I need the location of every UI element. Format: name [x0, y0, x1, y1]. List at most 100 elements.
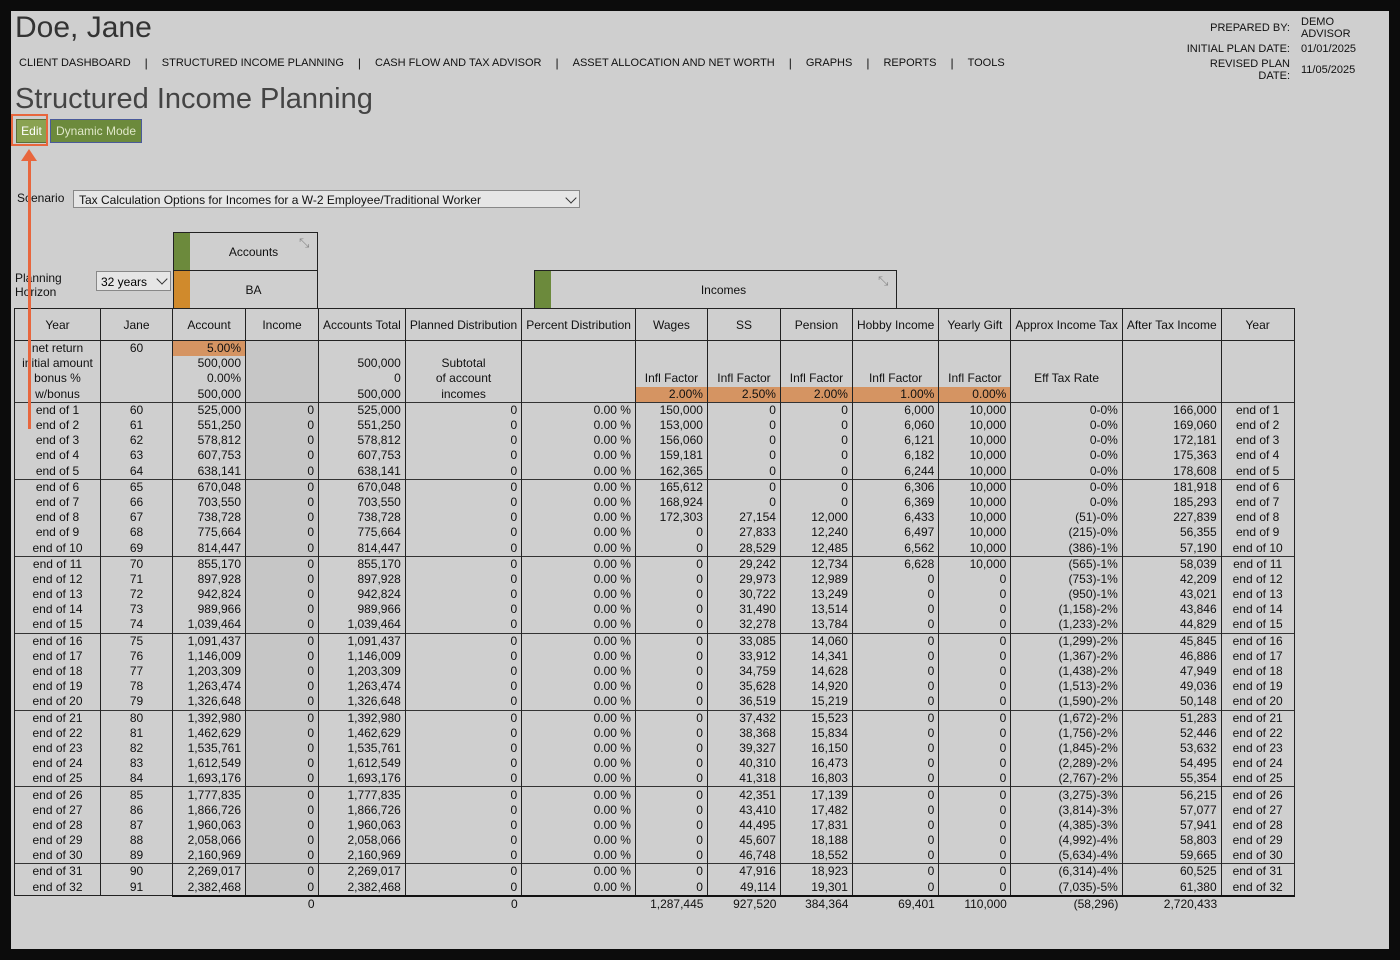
infl-factor-input-wages[interactable]: 2.00%	[634, 386, 708, 403]
cell-approx-income-tax: (3,814)-3%	[1010, 802, 1123, 818]
setup-row: w/bonus 500,000 500,000 incomes 2.00% 2.50% 2.…	[14, 386, 1295, 403]
percent-distribution-cell: 0.00%	[521, 833, 636, 849]
cell-approx-income-tax: (51)-0%	[1010, 510, 1123, 526]
cell-pension: 0	[779, 433, 853, 449]
cell-income: 0	[245, 632, 319, 649]
cell-year: end of 17	[14, 648, 101, 664]
cell-ss: 40,310	[706, 756, 781, 772]
nav-item-graphs[interactable]: GRAPHS	[805, 57, 853, 69]
infl-factor-input-hobby[interactable]: 1.00%	[851, 386, 940, 403]
cell-wages: 0	[634, 740, 708, 757]
cell-ss: 30,722	[706, 587, 781, 603]
percent-value: 0.00	[593, 617, 617, 632]
cell-year: end of 32	[1220, 879, 1295, 897]
col-header-hobby-income: Hobby Income	[851, 308, 940, 341]
percent-value: 0.00	[593, 756, 617, 771]
cell-jane: 80	[100, 709, 173, 726]
cell-ss: 37,432	[706, 709, 781, 726]
eff-tax-rate-label: Eff Tax Rate	[1010, 371, 1123, 387]
cell-approx-income-tax: (4,992)-4%	[1010, 833, 1123, 849]
infl-factor-input-gift[interactable]: 0.00%	[938, 386, 1012, 403]
cell-account: 1,326,648	[172, 694, 246, 710]
cell-hobby-income: 0	[851, 879, 940, 897]
percent-sign: %	[620, 556, 631, 571]
cell-yearly-gift: 10,000	[938, 448, 1012, 464]
nav-item-tools[interactable]: TOOLS	[967, 57, 1005, 69]
cell-yearly-gift: 0	[938, 848, 1012, 864]
infl-factor-value: 2.50	[741, 386, 766, 401]
cell-yearly-gift: 0	[938, 771, 1012, 787]
cell-wages: 0	[634, 879, 708, 897]
cell-approx-income-tax: (1,438)-2%	[1010, 663, 1123, 680]
setup-income	[245, 340, 319, 357]
cell-pension: 16,150	[779, 740, 853, 757]
cell-planned-distribution: 0	[404, 848, 523, 864]
nav-item-reports[interactable]: REPORTS	[883, 57, 937, 69]
dynamic-mode-button[interactable]: Dynamic Mode	[50, 119, 142, 143]
cell-after-tax-income: 178,608	[1121, 463, 1222, 480]
table-row: end of 11 70 855,170 0 855,170 0 0.00% 0 29,242 1…	[14, 555, 1295, 572]
infl-factor-input-ss[interactable]: 2.50%	[706, 386, 781, 403]
cell-jane: 73	[100, 602, 173, 618]
cell-ss: 31,490	[706, 602, 781, 618]
cell-year: end of 3	[14, 433, 101, 449]
cell-year: end of 29	[1220, 833, 1295, 849]
percent-distribution-cell: 0.00%	[521, 679, 636, 695]
cell-jane: 89	[100, 848, 173, 864]
net-return-input[interactable]: 5.00%	[172, 340, 246, 357]
percent-distribution-cell: 0.00%	[521, 401, 636, 418]
percent-value: 0.00	[593, 679, 617, 694]
cell-income: 0	[245, 679, 319, 695]
setup-jane	[100, 356, 173, 372]
cell-jane: 68	[100, 525, 173, 541]
cell-year: end of 16	[14, 632, 101, 649]
nav-item-asset-allocation-and-net-worth[interactable]: ASSET ALLOCATION AND NET WORTH	[572, 57, 775, 69]
cell-income: 0	[245, 587, 319, 603]
cell-accounts-total: 2,269,017	[318, 863, 406, 880]
cell-jane: 71	[100, 571, 173, 587]
cell-wages: 0	[634, 863, 708, 880]
collapse-icon[interactable]: ⤡	[299, 235, 310, 250]
cell-income: 0	[245, 463, 319, 480]
cell-income: 0	[245, 540, 319, 557]
scenario-select[interactable]: Tax Calculation Options for Incomes for …	[73, 190, 580, 208]
meta-value: DEMO ADVISOR	[1301, 15, 1351, 40]
setup-blank	[1121, 340, 1222, 357]
cell-income: 0	[245, 448, 319, 464]
cell-approx-income-tax: (1,672)-2%	[1010, 709, 1123, 726]
cell-yearly-gift: 10,000	[938, 525, 1012, 541]
total-blank	[101, 896, 173, 912]
percent-sign: %	[620, 602, 631, 617]
nav-item-cash-flow-and-tax-advisor[interactable]: CASH FLOW AND TAX ADVISOR	[375, 57, 542, 69]
edit-button[interactable]: Edit	[16, 119, 47, 143]
cell-hobby-income: 6,497	[851, 525, 940, 541]
cell-pension: 18,552	[779, 848, 853, 864]
callout-arrow-head	[21, 149, 37, 161]
cell-account: 855,170	[172, 555, 246, 572]
percent-sign: %	[620, 587, 631, 602]
setup-planned: of account	[404, 371, 523, 387]
percent-value: 0.00	[593, 525, 617, 540]
cell-year: end of 18	[1220, 663, 1295, 680]
percent-distribution-cell: 0.00%	[521, 694, 636, 710]
cell-jane: 86	[100, 802, 173, 818]
cell-planned-distribution: 0	[404, 478, 523, 495]
cell-account: 1,203,309	[172, 663, 246, 680]
cell-jane: 69	[100, 540, 173, 557]
cell-income: 0	[245, 817, 319, 833]
collapse-icon[interactable]: ⤡	[878, 273, 889, 288]
plan-meta: PREPARED BY: DEMO ADVISOR INITIAL PLAN DAT…	[1180, 15, 1381, 82]
cell-year: end of 25	[1220, 771, 1295, 787]
percent-sign: %	[620, 771, 631, 786]
percent-sign: %	[765, 386, 776, 401]
infl-factor-input-pension[interactable]: 2.00%	[779, 386, 853, 403]
cell-approx-income-tax: (565)-1%	[1010, 555, 1123, 572]
nav-item-structured-income-planning[interactable]: STRUCTURED INCOME PLANNING	[161, 57, 344, 69]
cell-ss: 35,628	[706, 679, 781, 695]
nav-item-client-dashboard[interactable]: CLIENT DASHBOARD	[19, 57, 131, 69]
cell-pension: 13,514	[779, 602, 853, 618]
planning-horizon-select[interactable]: 32 years	[96, 271, 171, 291]
cell-approx-income-tax: (753)-1%	[1010, 571, 1123, 587]
setup-blank	[1121, 371, 1222, 387]
cell-approx-income-tax: (7,035)-5%	[1010, 879, 1123, 897]
